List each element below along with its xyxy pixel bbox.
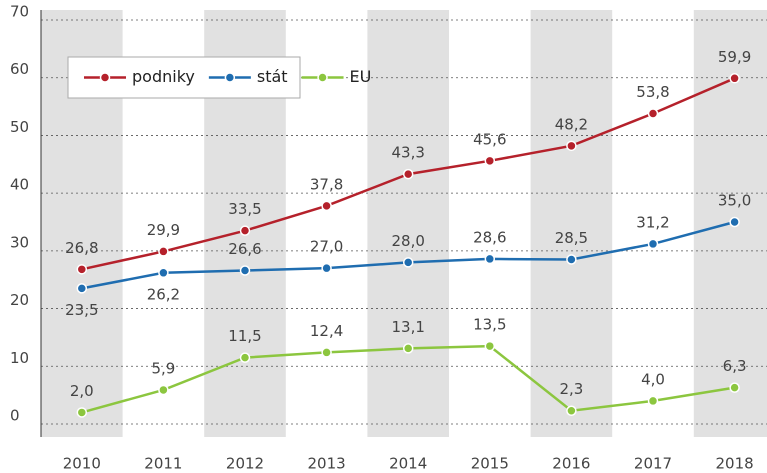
point [158, 246, 169, 257]
point [647, 108, 659, 119]
band [367, 10, 449, 437]
point [729, 216, 740, 228]
data-label: 43,3 [391, 144, 424, 162]
x-tick-label: 2014 [389, 455, 427, 473]
y-tick-label: 30 [10, 233, 29, 251]
data-label: 2,0 [70, 382, 94, 400]
point [76, 407, 88, 418]
data-label: 53,8 [636, 83, 669, 101]
data-label: 37,8 [310, 175, 343, 193]
y-tick-label: 40 [10, 176, 29, 194]
data-label: 5,9 [151, 359, 175, 377]
point [647, 395, 659, 407]
lines: 26,8 29,9 33,5 37,8 43,3 45,6 48,2 53,8 59,9 23,5… [65, 48, 751, 418]
point [729, 382, 740, 393]
legend-label: stát [257, 67, 288, 86]
legend-dot [317, 72, 328, 83]
point [484, 155, 496, 167]
data-label: 28,6 [473, 228, 506, 246]
point [76, 264, 88, 275]
point [321, 200, 332, 212]
point [484, 340, 496, 352]
point [239, 265, 251, 276]
legend-dot [99, 72, 111, 83]
y-tick-label: 10 [10, 349, 29, 367]
legend-dot [224, 72, 236, 83]
data-label: 35,0 [718, 192, 751, 210]
data-label: 13,5 [473, 316, 506, 334]
point [566, 254, 577, 265]
point [158, 384, 169, 396]
y-tick-label: 70 [10, 3, 29, 21]
data-label: 33,5 [228, 200, 261, 218]
point [402, 168, 414, 180]
x-tick-label: 2018 [716, 455, 754, 473]
y-tick-label: 60 [10, 60, 29, 78]
grid [41, 19, 767, 425]
x-tick-label: 2017 [634, 455, 672, 473]
point [76, 283, 88, 294]
y-tick-label: 50 [10, 118, 29, 136]
data-label: 26,8 [65, 239, 98, 257]
point [239, 225, 251, 236]
point [729, 73, 740, 84]
point [321, 347, 332, 358]
data-label: 26,2 [147, 285, 180, 303]
point [647, 238, 659, 250]
band [530, 10, 613, 437]
legend-label: podniky [132, 67, 195, 86]
data-label: 11,5 [228, 327, 261, 345]
point [321, 262, 332, 274]
data-label: 2,3 [559, 380, 583, 398]
data-label: 13,1 [391, 318, 424, 336]
x-tick-label: 2016 [552, 455, 590, 473]
data-label: 27,0 [310, 238, 343, 256]
point [402, 343, 414, 354]
data-label: 4,0 [641, 370, 665, 388]
data-label: 6,3 [723, 357, 747, 375]
point [484, 253, 496, 265]
legend-label: EU [350, 67, 372, 86]
data-label: 28,0 [391, 232, 424, 250]
point [566, 140, 577, 152]
point [239, 352, 251, 363]
point [402, 257, 414, 268]
x-tick-label: 2013 [308, 455, 346, 473]
x-tick-label: 2012 [226, 455, 264, 473]
data-label: 12,4 [310, 322, 343, 340]
point [566, 405, 577, 416]
data-label: 59,9 [718, 48, 751, 66]
data-label: 48,2 [555, 115, 588, 133]
y-tick-label: 0 [10, 407, 20, 425]
y-tick-label: 20 [10, 291, 29, 309]
data-label: 45,6 [473, 130, 506, 148]
x-tick-label: 2015 [471, 455, 509, 473]
data-label: 26,6 [228, 240, 261, 258]
data-label: 23,5 [65, 301, 98, 319]
data-label: 28,5 [555, 229, 588, 247]
data-label: 31,2 [636, 213, 669, 231]
point [158, 267, 169, 279]
x-tick-label: 2010 [63, 455, 101, 473]
data-label: 29,9 [147, 221, 180, 239]
legend: podniky stát EU [67, 56, 372, 99]
x-tick-label: 2011 [144, 455, 182, 473]
